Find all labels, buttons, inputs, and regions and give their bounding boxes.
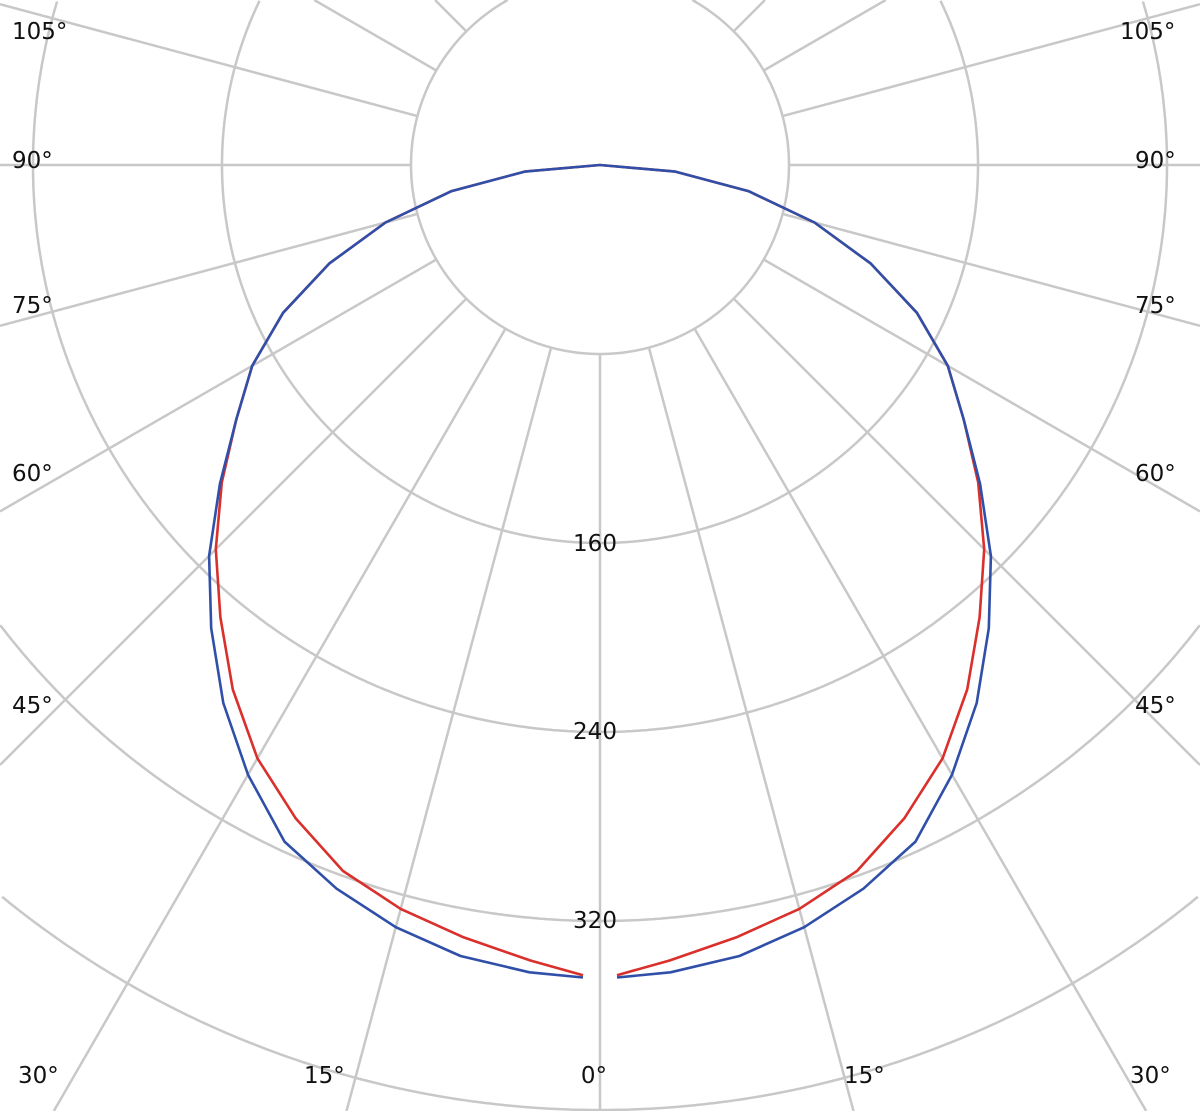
angle-label-right-60: 60° [1135, 461, 1176, 487]
radial-label-160: 160 [573, 531, 617, 557]
grid-spoke--75 [0, 212, 418, 327]
angle-label-right-90: 90° [1135, 148, 1176, 174]
angle-label-right-30: 30° [1130, 1063, 1171, 1089]
angle-label-right-15: 15° [844, 1063, 885, 1089]
series-1-right [599, 163, 993, 979]
grid-spoke-15 [647, 347, 855, 1111]
grid-circle-400 [1, 895, 1199, 1111]
angle-label-right-75: 75° [1135, 293, 1176, 319]
series-0-right [599, 163, 986, 977]
grid-spoke-45 [732, 297, 1200, 766]
angle-label-left-30: 30° [18, 1063, 59, 1089]
radial-label-320: 320 [573, 908, 617, 934]
grid-spoke-105 [782, 3, 1200, 118]
grid-spoke-150 [693, 0, 697, 2]
angle-label-left-60: 60° [12, 461, 53, 487]
angle-label-right-45: 45° [1135, 693, 1176, 719]
angle-label-left-90: 90° [12, 148, 53, 174]
angle-label-left-15: 15° [304, 1063, 345, 1089]
angle-label-left-105: 105° [12, 19, 67, 45]
grid-circle-240 [31, 1, 1169, 734]
curves [207, 163, 993, 979]
angle-label-left-45: 45° [12, 693, 53, 719]
series-0-left [214, 163, 601, 977]
radial-label-240: 240 [573, 719, 617, 745]
grid-spoke--15 [345, 347, 553, 1111]
grid-spoke-120 [763, 0, 887, 72]
angle-label-left-75: 75° [12, 293, 53, 319]
grid-spoke-60 [763, 258, 1200, 513]
grid-spoke--45 [0, 297, 468, 766]
grid-spoke--120 [313, 0, 437, 72]
grid-spoke-135 [732, 0, 766, 33]
angle-label-0: 0° [581, 1063, 607, 1089]
grid-spoke--150 [503, 0, 507, 2]
grid-spoke--135 [434, 0, 468, 33]
grid-spoke--30 [52, 328, 507, 1111]
series-1-left [207, 163, 601, 979]
angle-label-right-105: 105° [1120, 19, 1175, 45]
grid-circle-80 [409, 0, 791, 356]
grid-spoke--60 [0, 258, 437, 513]
grid-circle-320 [0, 624, 1200, 923]
labels: 160 240 320 105° 90° 75° 60° 45° 30° 15°… [12, 19, 1176, 1089]
grid-spoke--105 [0, 3, 418, 118]
grid-circle-160 [220, 0, 980, 545]
grid-spoke-75 [782, 212, 1200, 327]
grid-spoke-30 [693, 328, 1148, 1111]
